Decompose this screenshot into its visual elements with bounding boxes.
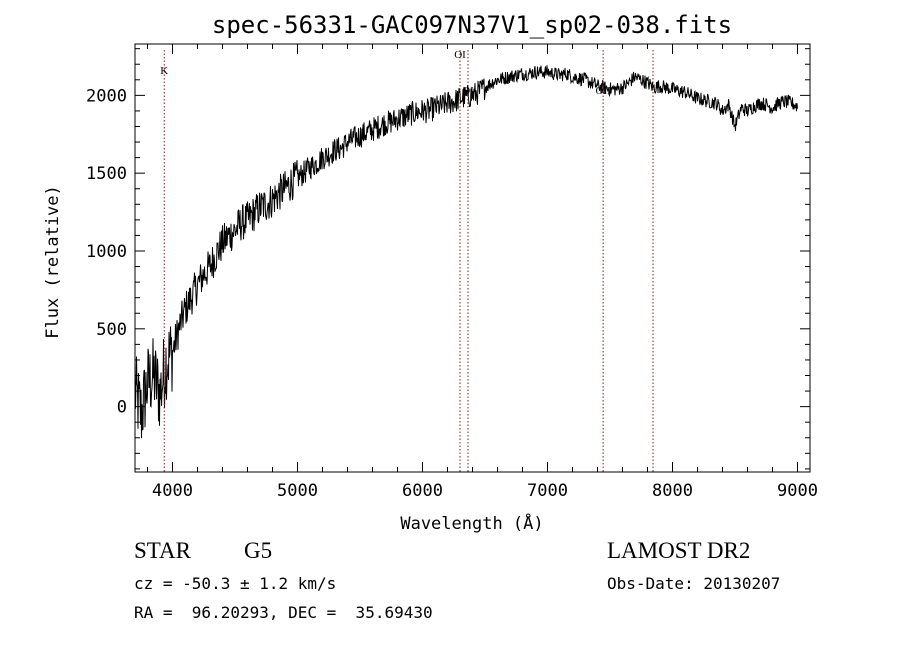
y-tick-label: 2000 bbox=[86, 86, 127, 106]
axis-layer: 4000 5000 6000 7000 8000 9000 0 500 1000 1500 2000 bbox=[86, 44, 818, 501]
y-tick-label: 500 bbox=[96, 320, 127, 340]
x-tick-label: 4000 bbox=[152, 481, 193, 501]
chart-title: spec-56331-GAC097N37V1_sp02-038.fits bbox=[212, 11, 732, 39]
spectrum-line bbox=[134, 65, 798, 439]
marker-label: OI bbox=[462, 85, 474, 97]
y-axis-label: Flux (relative) bbox=[43, 185, 63, 339]
subclass-label: G5 bbox=[244, 538, 273, 563]
marker-label: OI bbox=[454, 49, 466, 61]
marker-label: K bbox=[160, 65, 168, 77]
obsdate-text: Obs-Date: 20130207 bbox=[607, 574, 781, 593]
x-axis-label: Wavelength (Å) bbox=[400, 512, 543, 534]
y-tick-label: 1000 bbox=[86, 242, 127, 262]
y-tick-label: 0 bbox=[117, 398, 127, 418]
plot-frame bbox=[134, 43, 811, 473]
coords-text: RA = 96.20293, DEC = 35.69430 bbox=[134, 603, 433, 622]
velocity-text: cz = -50.3 ± 1.2 km/s bbox=[134, 574, 337, 593]
plot-layer bbox=[134, 65, 798, 439]
x-tick-label: 5000 bbox=[277, 481, 318, 501]
marker-label: OII bbox=[595, 85, 611, 97]
x-tick-label: 7000 bbox=[527, 481, 568, 501]
y-tick-label: 1500 bbox=[86, 164, 127, 184]
x-tick-label: 9000 bbox=[777, 481, 818, 501]
x-tick-label: 6000 bbox=[402, 481, 443, 501]
x-tick-label: 8000 bbox=[652, 481, 693, 501]
marker-layer: K OI OI OII bbox=[160, 49, 654, 472]
class-label: STAR bbox=[134, 538, 191, 563]
survey-label: LAMOST DR2 bbox=[607, 538, 751, 563]
